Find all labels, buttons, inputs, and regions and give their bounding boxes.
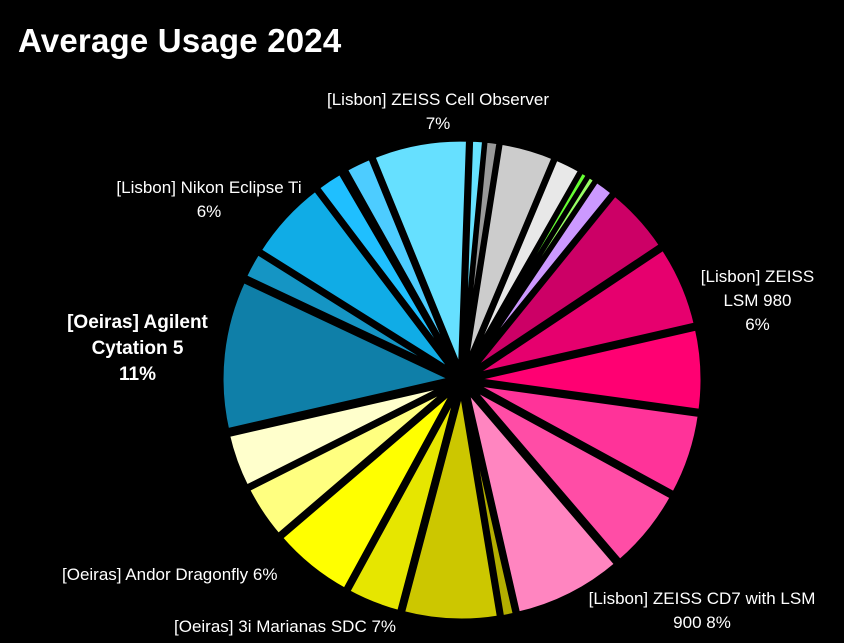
- pie-slice-15: [399, 386, 503, 624]
- label-zeiss-lsm980: [Lisbon] ZEISS LSM 980 6%: [700, 267, 815, 334]
- pie-slice-12: [466, 383, 676, 565]
- label-zeiss-cd7: [Lisbon] ZEISS CD7 with LSM 900 8%: [588, 589, 816, 632]
- label-3i-marianas: [Oeiras] 3i Marianas SDC 7%: [174, 617, 397, 636]
- pie-slice-17: [277, 384, 459, 594]
- label-andor-dragonfly: [Oeiras] Andor Dragonfly 6%: [62, 565, 278, 584]
- pie-slice-8: [466, 191, 665, 377]
- pie-slice-19: [224, 380, 457, 490]
- pie-slice-10: [468, 325, 706, 414]
- pie-slice-26: [370, 136, 472, 374]
- pie-center: [448, 366, 476, 394]
- label-agilent-cytation: [Oeiras] Agilent Cytation 5 11%: [67, 312, 208, 385]
- pie-slice-13: [463, 385, 620, 617]
- pie-slice-20: [218, 277, 456, 434]
- label-nikon-eclipse: [Lisbon] Nikon Eclipse Ti 6%: [116, 178, 302, 221]
- pie-slice-16: [344, 385, 462, 616]
- chart-title: Average Usage 2024: [18, 22, 342, 59]
- pie-slice-11: [468, 380, 703, 497]
- label-zeiss-cell-observer: [Lisbon] ZEISS Cell Observer 7%: [326, 90, 550, 133]
- pie-slice-9: [467, 245, 699, 379]
